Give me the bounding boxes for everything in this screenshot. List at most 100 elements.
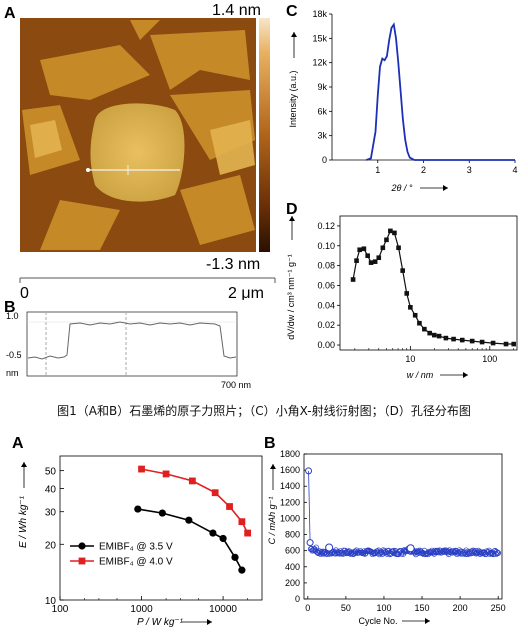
chart-d-ytick-label: 0.06 (317, 280, 335, 290)
chart-b2-svg: B 0 200 400 600 800 1000 1200 1400 1600 1800 0 50 100… (264, 435, 506, 626)
chart-a2-ytick-label: 30 (45, 508, 57, 519)
chart-b2-xarrow-head (425, 618, 430, 624)
chart-c-ytick-label: 3k (317, 131, 327, 141)
chart-a2-point (188, 477, 196, 485)
chart-d-series-line (352, 230, 514, 345)
chart-b2-point (422, 551, 429, 557)
chart-d-point (350, 277, 356, 282)
afm-scale-bottom: -1.3 nm (206, 256, 260, 273)
chart-a2-point (185, 516, 193, 524)
chart-b2-ylabel: C / mAh g⁻¹ (267, 497, 277, 545)
chart-a2-point (231, 553, 239, 561)
chart-b2-ytick-label: 1200 (280, 497, 300, 507)
chart-b2-point (493, 549, 500, 556)
chart-d-xtick-label: 10 (405, 354, 415, 364)
chart-a2-ytick-label: 50 (45, 467, 57, 478)
chart-a2-point (244, 529, 252, 537)
chart-b2-label: B (264, 435, 276, 452)
chart-d-ytick-label: 0.12 (317, 221, 335, 231)
chart-b2-point (374, 550, 381, 557)
chart-d-point (388, 228, 393, 234)
chart-c-label: C (286, 3, 298, 20)
chart-b2-ytick-label: 1000 (280, 513, 300, 523)
chart-b2-point (323, 551, 330, 558)
chart-c-ytick-label: 12k (312, 58, 327, 68)
profile-y-mid: -0.5 (6, 350, 22, 360)
chart-d-xtick-label: 100 (482, 354, 497, 364)
chart-d-ytick-label: 0.10 (317, 241, 335, 251)
chart-d-point (511, 341, 517, 347)
chart-b2-xtick-label: 50 (341, 603, 351, 613)
chart-c-ylabel: Intensity (a.u.) (288, 70, 298, 127)
chart-b2-frame (303, 453, 503, 600)
chart-c-xtick-label: 2 (421, 165, 426, 175)
chart-d-point (443, 335, 449, 341)
chart-b2-ytick-label: 1800 (280, 449, 300, 459)
chart-d-point (392, 230, 397, 236)
chart-d-point (436, 333, 442, 339)
chart-d-point (368, 260, 374, 265)
chart-a2-point (211, 489, 219, 497)
chart-b2-xtick-label: 0 (305, 603, 310, 613)
chart-d-point (451, 336, 456, 342)
profile-y-unit: nm (6, 368, 19, 378)
chart-d-point (469, 338, 475, 344)
chart-c-series-line (366, 22, 515, 161)
chart-a2-point (138, 465, 145, 473)
chart-c-ytick-label: 9k (317, 82, 327, 92)
chart-a2-point (238, 566, 246, 574)
chart-d-point (396, 245, 401, 251)
chart-d-panel: D 0.00 0.02 0.04 0.06 0.08 0.10 0.12 10 100 w / nm… (280, 198, 528, 398)
chart-a2-svg: A 10 20 30 40 50 100 1000 10000 P / W kg⁻¹ E / Wh … (12, 435, 263, 628)
chart-a2-point (219, 534, 227, 543)
chart-c-ytick-label: 6k (317, 106, 327, 116)
chart-d-point (427, 330, 432, 336)
chart-d-ytick-label: 0.00 (317, 340, 335, 350)
chart-a2-xlabel: P / W kg⁻¹ (137, 617, 184, 627)
chart-a2-ytick-label: 40 (45, 485, 57, 496)
chart-b2-xlabel: Cycle No. (358, 616, 397, 626)
chart-b2-point-highlight (325, 543, 334, 552)
chart-c-svg: C 0 3k 6k 9k 12k 15k 18k 1 2 3 4 2θ / ° Intensity (a.… (286, 3, 518, 193)
chart-c-ytick-label: 18k (312, 9, 327, 19)
chart-d-frame (339, 215, 518, 351)
chart-d-point (412, 312, 418, 318)
chart-d-point (384, 237, 389, 243)
chart-a2-point (134, 505, 142, 513)
chart-b2-point (425, 548, 432, 555)
chart-b2-point (384, 550, 390, 557)
chart-b2-ytick-label: 400 (285, 562, 300, 572)
chart-d-xlabel: w / nm (407, 370, 434, 380)
afm-svg: A 1.4 nm -1.3 nm 0 2 μm (4, 2, 276, 302)
chart-d-point (372, 259, 378, 264)
chart-d-point (479, 339, 485, 345)
profile-x-end: 700 nm (221, 380, 251, 390)
chart-d-label: D (286, 201, 298, 218)
chart-b2-point (332, 550, 339, 557)
chart-d-point (380, 245, 386, 251)
profile-label-b: B (4, 299, 16, 316)
chart-d-xarrow-head (463, 372, 468, 378)
chart-b2-drop-line (308, 470, 311, 543)
chart-d-point (404, 291, 410, 296)
chart-b2-yarrow-head (270, 464, 276, 469)
chart-d-svg: D 0.00 0.02 0.04 0.06 0.08 0.10 0.12 10 100 w / nm… (286, 201, 518, 380)
chart-a2-legend-marker (78, 542, 86, 550)
chart-c-panel: C 0 3k 6k 9k 12k 15k 18k 1 2 3 4 2θ / ° Intensity (a.… (280, 0, 528, 200)
chart-a2-ylabel: E / Wh kg⁻¹ (18, 495, 29, 548)
chart-b2-ytick-label: 1400 (280, 481, 300, 491)
chart-a2-xtick-label: 1000 (130, 604, 153, 615)
chart-d-point (376, 255, 382, 260)
afm-length-start: 0 (20, 285, 29, 300)
chart-a2-point (158, 509, 166, 517)
chart-b2-panel: B 0 200 400 600 800 1000 1200 1400 1600 1800 0 50 100… (262, 432, 528, 627)
chart-d-yarrow-head (289, 216, 295, 221)
chart-d-point (431, 332, 437, 338)
chart-b2-point-highlight (406, 544, 415, 553)
chart-b2-xtick-label: 200 (453, 603, 468, 613)
chart-a2-legend-label: EMIBF₄ @ 3.5 V (99, 542, 173, 553)
chart-b2-ytick-label: 800 (285, 530, 300, 540)
chart-a2-xtick-label: 10000 (209, 604, 237, 615)
chart-d-point (408, 305, 413, 310)
chart-c-ytick-label: 0 (322, 155, 327, 165)
